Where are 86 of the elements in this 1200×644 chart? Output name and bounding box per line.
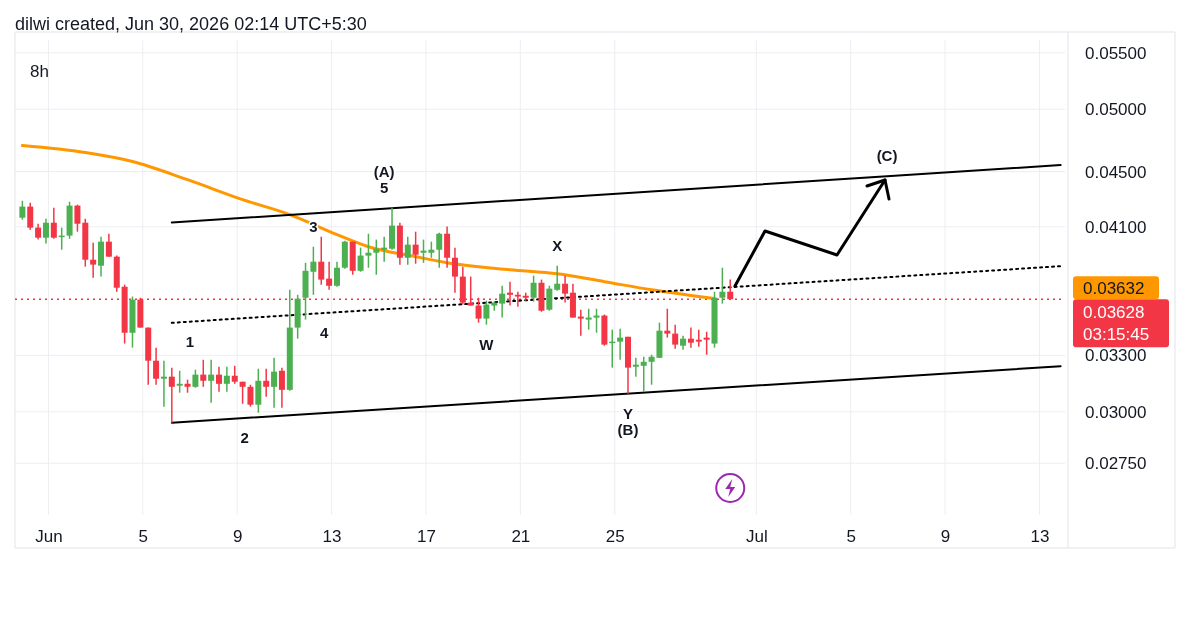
line-series bbox=[20, 144, 717, 301]
annotation: 5 bbox=[380, 178, 389, 196]
x-tick-label: 21 bbox=[511, 527, 531, 547]
annotation: X bbox=[552, 236, 563, 254]
candlestick bbox=[168, 366, 175, 424]
candlestick bbox=[192, 368, 199, 389]
candlestick bbox=[664, 307, 671, 339]
candlestick bbox=[499, 285, 506, 319]
candlestick bbox=[27, 201, 34, 231]
candlestick bbox=[420, 238, 427, 264]
annotation: 1 bbox=[185, 332, 195, 350]
candlestick bbox=[389, 206, 396, 251]
candlestick bbox=[105, 232, 112, 258]
text: 03:15:45 bbox=[1083, 325, 1150, 345]
x-tick-label: 13 bbox=[322, 527, 342, 547]
candlestick bbox=[255, 367, 262, 414]
annotation: (A) bbox=[373, 162, 395, 180]
text: 8h bbox=[30, 62, 49, 81]
candlestick bbox=[271, 357, 278, 409]
candlestick bbox=[632, 357, 639, 378]
candlestick bbox=[530, 274, 537, 303]
candlestick bbox=[176, 370, 183, 394]
candlestick bbox=[412, 230, 419, 265]
candlestick bbox=[365, 232, 372, 269]
candlestick bbox=[554, 264, 561, 292]
annotation: W bbox=[479, 335, 495, 353]
candlestick bbox=[381, 235, 388, 263]
text: 0.03632 bbox=[1083, 279, 1145, 299]
candlestick bbox=[216, 365, 222, 393]
annotation: (B) bbox=[617, 420, 639, 438]
x-tick-label: 9 bbox=[232, 527, 243, 547]
candlestick bbox=[617, 327, 624, 361]
candlestick bbox=[318, 235, 325, 286]
candlestick bbox=[585, 307, 592, 331]
candlestick bbox=[687, 326, 694, 349]
chart-title: dilwi created, Jun 30, 2026 02:14 UTC+5:30 bbox=[15, 14, 367, 34]
x-tick-label: 17 bbox=[416, 527, 436, 547]
annotation: (C) bbox=[876, 147, 898, 165]
x-tick-label: 9 bbox=[940, 527, 951, 547]
y-tick-label: 0.03300 bbox=[1085, 346, 1147, 366]
x-tick-label: 5 bbox=[138, 527, 149, 547]
candlestick bbox=[436, 231, 443, 269]
candlestick bbox=[451, 246, 458, 294]
y-tick-label: 0.04100 bbox=[1085, 217, 1147, 237]
candlestick bbox=[546, 285, 553, 312]
candlestick bbox=[50, 206, 57, 240]
annotation: 4 bbox=[320, 324, 330, 342]
candlestick bbox=[703, 330, 710, 356]
x-tick-label: 25 bbox=[605, 527, 625, 547]
candlestick bbox=[278, 366, 285, 409]
candlestick bbox=[74, 203, 81, 233]
candlestick bbox=[200, 359, 207, 388]
candlestick bbox=[326, 260, 333, 291]
line-series bbox=[170, 265, 1062, 324]
annotation: 2 bbox=[240, 429, 249, 447]
candlestick bbox=[719, 266, 726, 305]
y-tick-label: 0.05500 bbox=[1085, 43, 1147, 63]
candlestick bbox=[577, 308, 584, 337]
candlestick bbox=[373, 238, 380, 276]
candlestick bbox=[153, 346, 160, 386]
candlestick bbox=[333, 260, 340, 288]
x-tick-label: 13 bbox=[1030, 527, 1050, 547]
candlestick bbox=[483, 299, 490, 326]
candlestick bbox=[404, 235, 411, 266]
x-tick-label: Jul bbox=[745, 527, 768, 547]
y-tick-label: 0.05000 bbox=[1085, 100, 1147, 120]
candlestick bbox=[695, 328, 702, 348]
candlestick bbox=[640, 355, 647, 393]
y-tick-label: 0.04500 bbox=[1085, 162, 1147, 182]
candlestick bbox=[263, 367, 270, 398]
candlestick bbox=[593, 307, 600, 334]
candlestick bbox=[672, 323, 679, 350]
y-tick-label: 0.03000 bbox=[1085, 402, 1147, 422]
candlestick bbox=[90, 241, 97, 279]
x-tick-label: Jun bbox=[35, 527, 63, 547]
candlestick bbox=[223, 365, 230, 393]
candlestick bbox=[208, 359, 215, 404]
candlestick bbox=[247, 383, 254, 408]
candlestick bbox=[357, 246, 364, 273]
y-tick-label: 0.02750 bbox=[1085, 454, 1147, 474]
ref-line-label: 0.03628 bbox=[1083, 303, 1145, 323]
candlestick bbox=[42, 217, 49, 245]
candlestick bbox=[19, 200, 26, 221]
annotation: Y bbox=[622, 404, 633, 422]
x-tick-label: 5 bbox=[846, 527, 856, 547]
candlestick bbox=[160, 359, 167, 408]
